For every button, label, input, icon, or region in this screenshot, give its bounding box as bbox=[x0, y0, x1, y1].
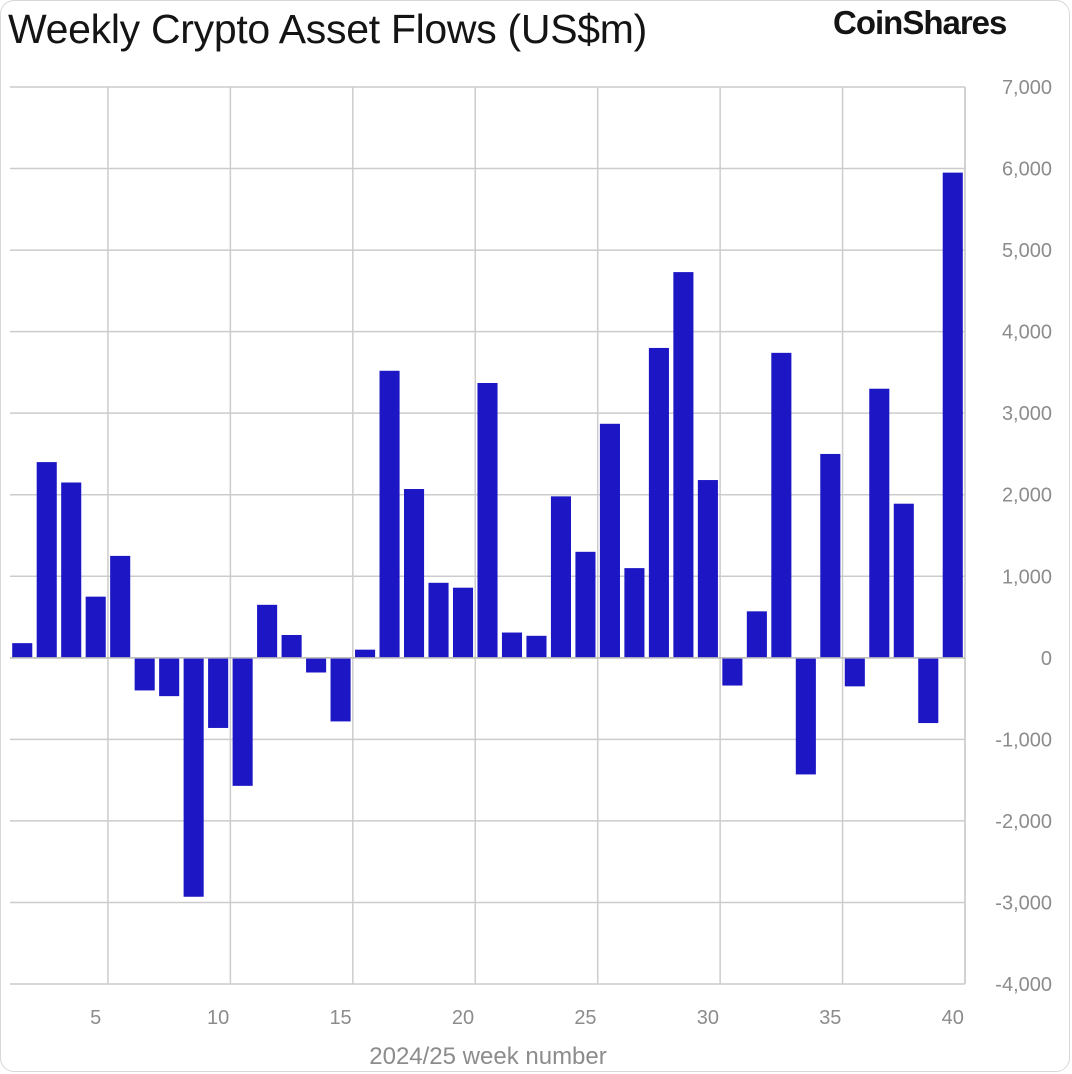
bar-week-15 bbox=[330, 657, 351, 722]
bar-week-32 bbox=[746, 611, 767, 658]
bar-week-11 bbox=[232, 657, 253, 786]
y-tick-label: 6,000 bbox=[1002, 159, 1052, 181]
y-tick-label: 7,000 bbox=[1002, 77, 1052, 99]
x-axis-label: 2024/25 week number bbox=[369, 1043, 607, 1070]
coinshares-logo: CoinShares bbox=[833, 4, 1007, 41]
y-tick-label: 1,000 bbox=[1002, 566, 1052, 588]
y-tick-label: 5,000 bbox=[1002, 240, 1052, 262]
bar-week-13 bbox=[281, 634, 302, 658]
bar-week-5 bbox=[85, 596, 106, 658]
bar-week-21 bbox=[477, 383, 498, 658]
y-tick-label: -3,000 bbox=[995, 892, 1052, 914]
y-tick-label: -2,000 bbox=[995, 811, 1052, 833]
bar-week-25 bbox=[575, 551, 596, 658]
bar-week-29 bbox=[673, 272, 694, 658]
bar-week-22 bbox=[501, 632, 523, 658]
y-tick-label: 4,000 bbox=[1002, 322, 1052, 344]
bar-week-39 bbox=[918, 657, 939, 724]
bar-week-37 bbox=[869, 388, 890, 658]
x-tick-label: 30 bbox=[697, 1007, 719, 1029]
x-tick-label: 10 bbox=[207, 1007, 229, 1029]
bar-week-28 bbox=[648, 347, 669, 658]
bar-week-7 bbox=[134, 657, 155, 691]
bar-week-31 bbox=[722, 657, 743, 686]
bar-week-12 bbox=[257, 604, 278, 658]
y-tick-label: 2,000 bbox=[1002, 485, 1052, 507]
bars bbox=[10, 172, 965, 897]
x-tick-label: 15 bbox=[329, 1007, 351, 1029]
bar-week-34 bbox=[795, 657, 816, 775]
bar-week-26 bbox=[599, 423, 620, 658]
bar-week-3 bbox=[36, 462, 57, 658]
bar-week-30 bbox=[697, 480, 718, 658]
x-tick-label: 25 bbox=[574, 1007, 596, 1029]
chart-title: Weekly Crypto Asset Flows (US$m) bbox=[8, 6, 647, 52]
bar-week-38 bbox=[893, 503, 914, 658]
y-tick-label: -1,000 bbox=[995, 729, 1052, 751]
bar-week-18 bbox=[403, 489, 425, 658]
x-tick-label: 5 bbox=[90, 1007, 101, 1029]
bar-week-24 bbox=[550, 496, 572, 658]
x-axis-ticks: 5 10 15 20 25 30 35 40 bbox=[90, 1007, 964, 1029]
bar-week-40 bbox=[942, 172, 963, 658]
bar-week-6 bbox=[110, 555, 131, 658]
bar-week-2 bbox=[12, 643, 33, 658]
bar-week-9 bbox=[183, 657, 204, 897]
x-tick-label: 40 bbox=[942, 1007, 964, 1029]
bar-week-8 bbox=[159, 657, 180, 697]
bar-week-14 bbox=[306, 657, 327, 673]
bar-week-33 bbox=[771, 352, 792, 658]
y-tick-label: 0 bbox=[1041, 648, 1052, 670]
bar-week-35 bbox=[820, 453, 841, 658]
bar-week-27 bbox=[624, 568, 645, 658]
y-axis-ticks: 7,000 6,000 5,000 4,000 3,000 2,000 1,000 0 -1,0… bbox=[995, 77, 1052, 996]
x-tick-label: 20 bbox=[452, 1007, 474, 1029]
bar-week-19 bbox=[428, 582, 449, 658]
bar-week-17 bbox=[379, 370, 400, 658]
y-tick-label: -4,000 bbox=[995, 974, 1052, 996]
bar-week-36 bbox=[844, 657, 865, 687]
x-tick-label: 35 bbox=[819, 1007, 841, 1029]
y-tick-label: 3,000 bbox=[1002, 403, 1052, 425]
bar-week-20 bbox=[452, 587, 474, 658]
bar-week-23 bbox=[526, 635, 547, 658]
bar-week-10 bbox=[208, 657, 229, 728]
bar-week-4 bbox=[61, 482, 82, 658]
bar-week-16 bbox=[355, 649, 376, 658]
